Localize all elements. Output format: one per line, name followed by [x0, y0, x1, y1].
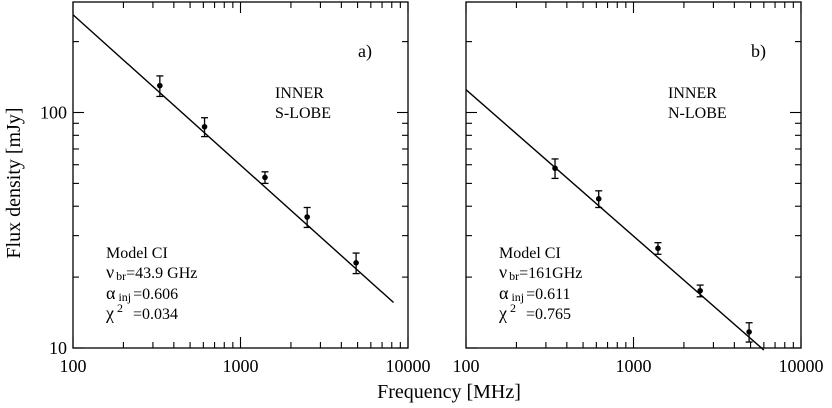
alpha-injection-line: α inj =0.606 [106, 283, 178, 304]
chi-symbol: χ [105, 303, 114, 323]
data-point [595, 196, 602, 202]
alpha-injection-line: α inj =0.611 [499, 283, 571, 304]
alpha-value: =0.611 [526, 286, 570, 303]
region-label-line: INNER [668, 85, 717, 102]
nu-symbol: ν [499, 262, 507, 282]
alpha-symbol: α [499, 283, 509, 303]
model-title: Model CI [106, 245, 168, 262]
nu-value: =43.9 GHz [126, 265, 197, 282]
data-point [262, 174, 268, 181]
region-label-line: N-LOBE [668, 105, 727, 122]
data-point [304, 214, 310, 220]
model-title: Model CI [499, 245, 561, 262]
x-tick-label: 10000 [779, 356, 824, 376]
y-axis-label: Flux density [mJy] [3, 107, 25, 258]
chi-symbol: χ [498, 303, 507, 323]
data-point [353, 260, 359, 266]
nu-symbol: ν [106, 262, 114, 282]
nu-break-line: ν br=161GHz [499, 262, 582, 283]
x-axis-label: Frequency [MHz] [377, 381, 521, 403]
chi-value: =0.765 [526, 306, 571, 323]
data-point [157, 82, 163, 89]
region-label-line: S-LOBE [275, 105, 331, 122]
alpha-symbol: α [106, 283, 116, 303]
alpha-subscript: inj [118, 290, 131, 304]
data-point [201, 123, 208, 130]
panel-label: b) [751, 41, 766, 62]
fit-line [72, 14, 395, 304]
chi-value: =0.034 [133, 306, 178, 323]
alpha-subscript: inj [511, 290, 524, 304]
y-tick-label: 100 [40, 103, 67, 123]
data-point [697, 287, 703, 294]
fit-line [465, 89, 765, 351]
nu-value: =161GHz [519, 265, 582, 282]
panel-b: 100 1000 10000 b) INNER N-LOBE Model CIν br=161… [453, 1, 824, 376]
data-point [552, 165, 558, 172]
data-point [655, 245, 661, 252]
chi-superscript: 2 [117, 301, 123, 315]
chi-square-line: χ 2 =0.034 [105, 301, 178, 323]
nu-break-line: ν br=43.9 GHz [106, 262, 197, 283]
chi-superscript: 2 [510, 301, 516, 315]
nu-subscript: br [509, 269, 519, 283]
nu-subscript: br [116, 269, 126, 283]
x-tick-label: 10000 [386, 356, 431, 376]
panel-label: a) [358, 41, 372, 62]
x-tick-label: 1000 [616, 356, 652, 376]
x-tick-label: 100 [453, 356, 480, 376]
region-label-line: INNER [275, 85, 324, 102]
chi-square-line: χ 2 =0.765 [498, 301, 571, 323]
x-tick-label: 100 [60, 356, 87, 376]
alpha-value: =0.606 [133, 286, 178, 303]
data-point [746, 329, 752, 335]
y-tick-label: 10 [49, 338, 67, 358]
x-tick-label: 1000 [223, 356, 259, 376]
